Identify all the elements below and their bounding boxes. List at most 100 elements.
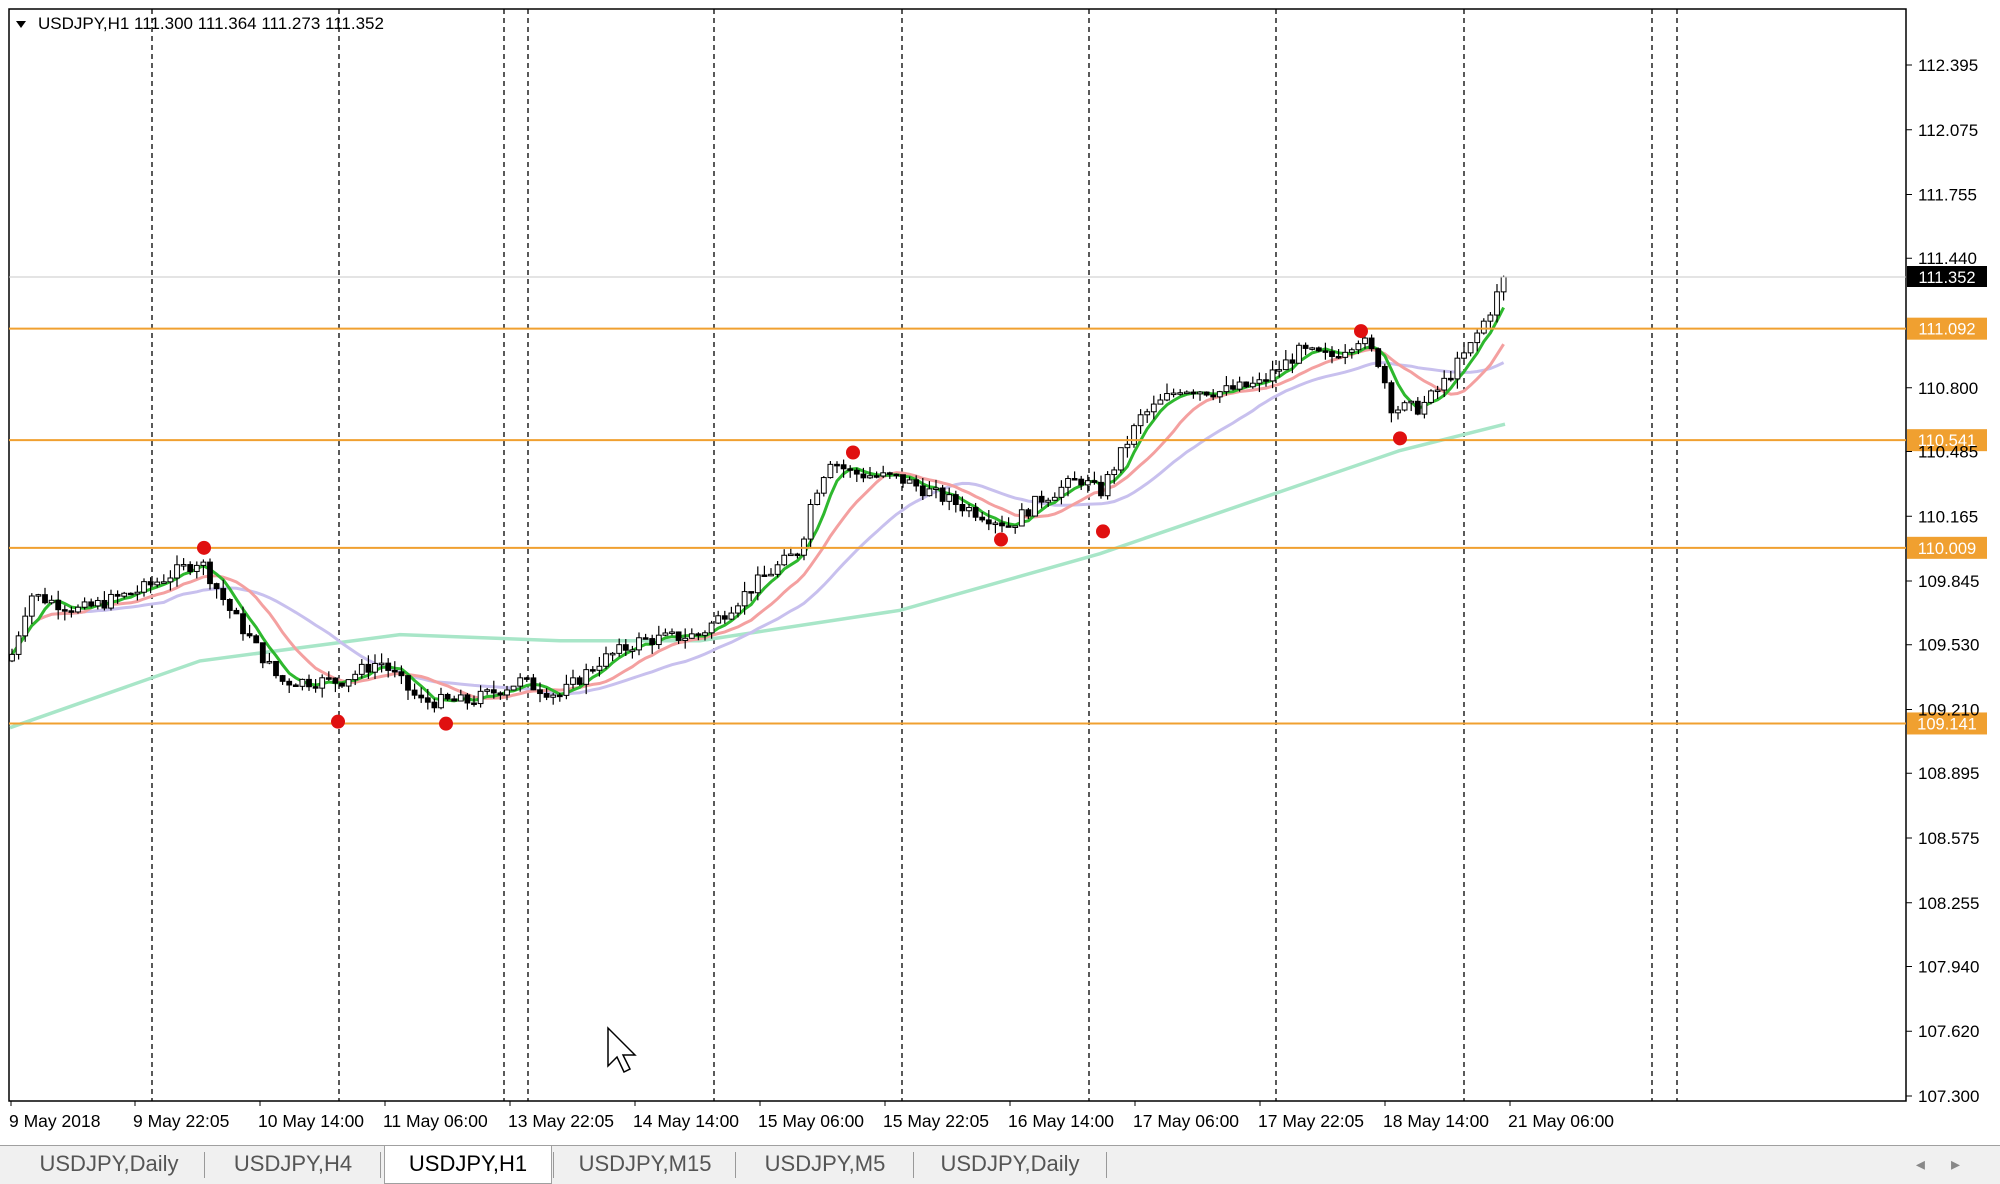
candle xyxy=(471,695,477,707)
current-price-label: 111.352 xyxy=(1918,269,1975,287)
candle xyxy=(1025,507,1032,520)
candle xyxy=(200,559,207,576)
candle xyxy=(820,476,827,497)
candle xyxy=(1342,344,1349,365)
candle xyxy=(1137,409,1144,434)
horizontal-levels: 111.092 110.541 110.009 109.141 xyxy=(9,317,1987,735)
candle xyxy=(893,473,900,479)
candle xyxy=(220,579,227,606)
candle xyxy=(662,628,669,637)
time-tick-label: 13 May 22:05 xyxy=(508,1111,614,1131)
candle xyxy=(1051,492,1058,501)
candle xyxy=(61,605,68,621)
candle xyxy=(735,602,741,618)
chart-tab-bar: USDJPY,Daily USDJPY,H4 USDJPY,H1 USDJPY,… xyxy=(0,1145,2000,1184)
candle xyxy=(339,682,345,688)
candle xyxy=(603,646,609,670)
tab-usdjpy-m5[interactable]: USDJPY,M5 xyxy=(764,1151,886,1176)
candle xyxy=(946,487,953,511)
candle xyxy=(477,685,484,708)
candle xyxy=(721,610,728,624)
tab-usdjpy-m15[interactable]: USDJPY,M15 xyxy=(578,1151,712,1176)
candle xyxy=(94,596,101,610)
candle xyxy=(213,582,220,599)
candle xyxy=(1157,393,1164,405)
candle xyxy=(900,474,906,488)
chart-window[interactable]: 111.092 110.541 110.009 109.141 112.395 112.… xyxy=(0,0,2000,1140)
candle xyxy=(68,606,75,618)
candle xyxy=(840,459,847,478)
tab-usdjpy-h1[interactable]: USDJPY,H1 xyxy=(384,1146,552,1184)
candle xyxy=(457,689,464,702)
candle xyxy=(781,549,788,567)
price-tick-label: 110.165 xyxy=(1918,507,1978,526)
time-tick-label: 11 May 06:00 xyxy=(383,1111,488,1131)
candle xyxy=(372,654,378,680)
candle xyxy=(279,674,286,685)
candle xyxy=(193,561,200,579)
candle xyxy=(424,688,431,710)
candle xyxy=(1401,400,1408,412)
candle xyxy=(411,683,418,700)
time-tick-label: 9 May 2018 xyxy=(9,1111,100,1131)
symbol-header: USDJPY,H1 111.300 111.364 111.273 111.35… xyxy=(38,14,384,33)
level-label: 110.009 xyxy=(1918,540,1976,558)
price-tick-label: 112.075 xyxy=(1918,121,1978,140)
candle xyxy=(1223,376,1230,396)
swing-dot xyxy=(331,714,345,729)
candle xyxy=(1381,363,1388,389)
candle xyxy=(127,592,134,596)
candle xyxy=(919,478,926,500)
candle xyxy=(253,634,260,644)
candle xyxy=(325,671,332,681)
swing-dot xyxy=(1096,524,1110,539)
candle xyxy=(1190,389,1197,399)
candle xyxy=(1131,423,1137,448)
candle xyxy=(543,688,550,701)
candle xyxy=(418,687,425,703)
candle xyxy=(1038,490,1045,509)
candle xyxy=(583,663,590,695)
candle xyxy=(675,631,682,644)
candle xyxy=(266,652,273,665)
price-axis: 112.395 112.075 111.755 111.440 110.800 110.4… xyxy=(1906,56,1979,1106)
candle xyxy=(226,598,233,619)
candle xyxy=(609,652,616,661)
scroll-left-icon[interactable]: ◂ xyxy=(1915,1154,1951,1174)
price-tick-label: 107.300 xyxy=(1918,1087,1979,1106)
candle xyxy=(642,633,649,640)
time-tick-label: 17 May 06:00 xyxy=(1133,1111,1239,1131)
candle xyxy=(174,555,180,587)
tab-usdjpy-daily[interactable]: USDJPY,Daily xyxy=(39,1151,179,1176)
candle xyxy=(741,581,748,615)
candle xyxy=(1210,389,1217,401)
scroll-right-icon[interactable]: ▸ xyxy=(1950,1154,1986,1174)
candle xyxy=(1375,347,1382,369)
candle xyxy=(906,476,913,484)
candle xyxy=(1480,318,1487,335)
candle xyxy=(332,677,339,693)
tab-usdjpy-daily-2[interactable]: USDJPY,Daily xyxy=(940,1151,1080,1176)
candle xyxy=(160,574,167,584)
candle xyxy=(1408,400,1415,412)
level-label: 109.141 xyxy=(1917,715,1977,733)
candle xyxy=(378,653,385,673)
price-tick-label: 108.895 xyxy=(1918,764,1979,783)
candle xyxy=(81,597,88,610)
candle xyxy=(1071,471,1078,481)
candle xyxy=(616,638,623,657)
time-tick-label: 17 May 22:05 xyxy=(1258,1111,1364,1131)
dropdown-triangle-icon[interactable] xyxy=(16,21,26,28)
candle xyxy=(517,673,524,692)
candle xyxy=(1355,340,1362,355)
candle xyxy=(655,625,662,650)
price-tick-label: 110.800 xyxy=(1918,379,1978,398)
candle xyxy=(867,466,873,479)
candle xyxy=(1454,351,1461,389)
swing-dot xyxy=(994,532,1008,547)
candle xyxy=(1111,466,1118,484)
tab-scroll[interactable]: ◂▸ xyxy=(1916,1146,1986,1182)
tab-usdjpy-h4[interactable]: USDJPY,H4 xyxy=(233,1151,353,1176)
candle xyxy=(490,680,497,699)
